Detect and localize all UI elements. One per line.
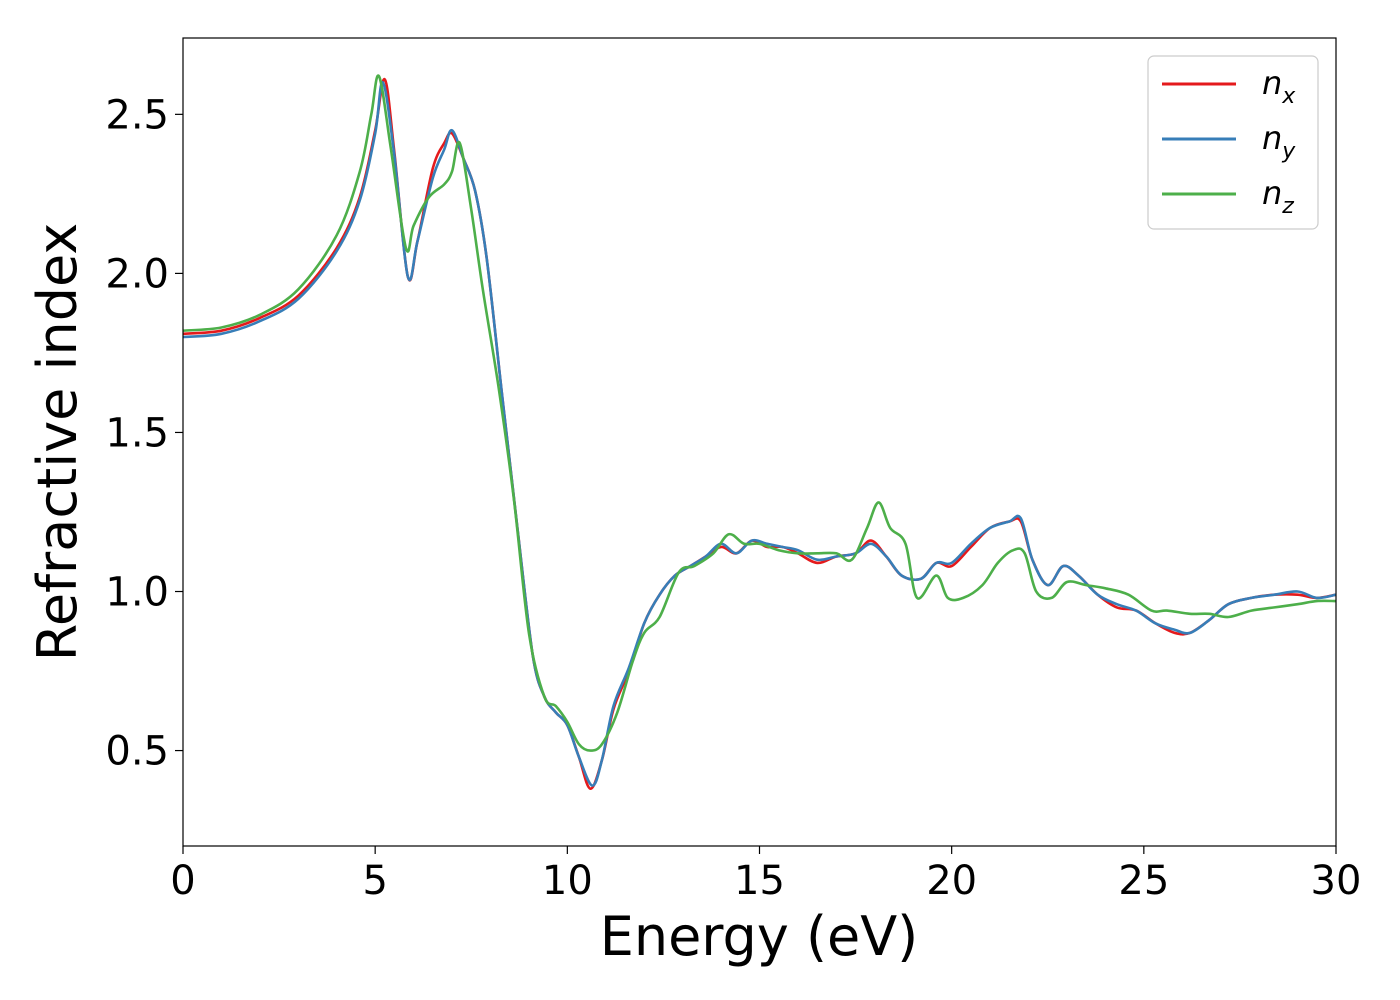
x-tick-label: 25 [1118, 858, 1169, 904]
y-tick-label: 2.0 [105, 251, 169, 297]
y-tick-label: 1.0 [105, 570, 169, 616]
x-axis-ticks: 0 5 10 15 20 25 30 [170, 846, 1361, 904]
x-tick-label: 15 [734, 858, 785, 904]
series-line-nz [182, 74, 1337, 752]
y-axis-title: Refractive index [26, 223, 89, 662]
x-tick-label: 0 [170, 858, 195, 904]
x-tick-label: 30 [1311, 858, 1362, 904]
y-tick-label: 0.5 [105, 729, 169, 775]
x-tick-label: 10 [542, 858, 593, 904]
x-tick-label: 20 [926, 858, 977, 904]
y-axis-ticks: 0.5 1.0 1.5 2.0 2.5 [105, 92, 183, 775]
plot-area [183, 38, 1336, 846]
series-layer [182, 74, 1337, 790]
x-axis-title: Energy (eV) [600, 905, 919, 968]
y-tick-label: 2.5 [105, 92, 169, 138]
y-tick-label: 1.5 [105, 410, 169, 456]
legend-box [1147, 55, 1319, 230]
x-tick-label: 5 [362, 858, 387, 904]
